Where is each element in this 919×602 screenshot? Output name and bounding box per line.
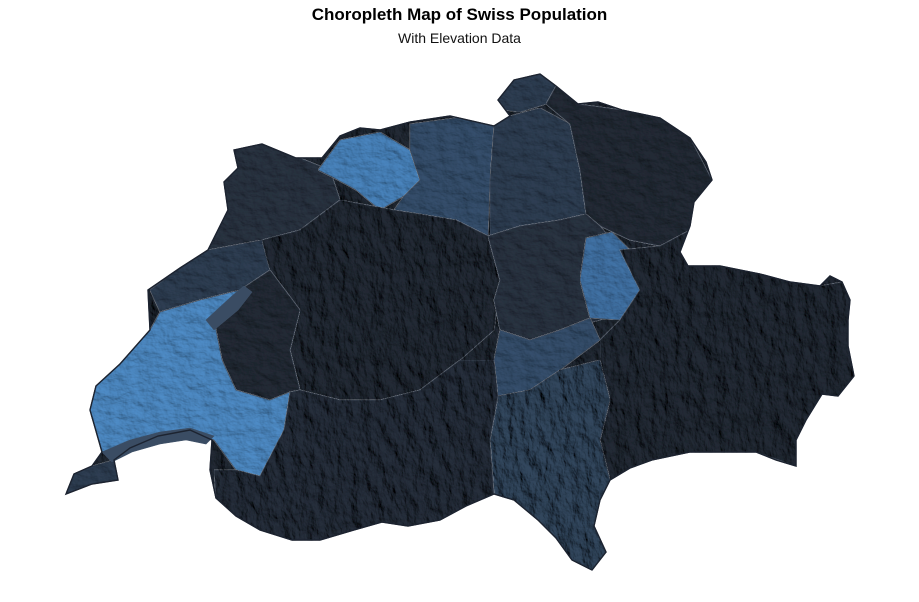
lake-layer: [101, 285, 253, 463]
map-subtitle: With Elevation Data: [398, 30, 521, 46]
lake-neuchatel: [205, 285, 253, 331]
map-title: Choropleth Map of Swiss Population: [311, 5, 608, 24]
lake-geneva: [101, 427, 215, 463]
canton-layer: [66, 74, 854, 570]
